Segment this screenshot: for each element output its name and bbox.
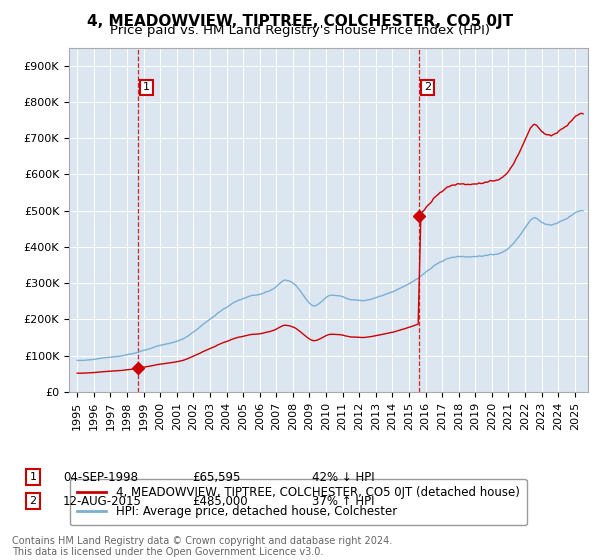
- Text: 12-AUG-2015: 12-AUG-2015: [63, 494, 142, 508]
- Text: £485,000: £485,000: [192, 494, 248, 508]
- Text: £65,595: £65,595: [192, 470, 241, 484]
- Text: 42% ↓ HPI: 42% ↓ HPI: [312, 470, 374, 484]
- Text: Contains HM Land Registry data © Crown copyright and database right 2024.
This d: Contains HM Land Registry data © Crown c…: [12, 535, 392, 557]
- Text: 4, MEADOWVIEW, TIPTREE, COLCHESTER, CO5 0JT: 4, MEADOWVIEW, TIPTREE, COLCHESTER, CO5 …: [87, 14, 513, 29]
- Text: 2: 2: [29, 496, 37, 506]
- Text: Price paid vs. HM Land Registry's House Price Index (HPI): Price paid vs. HM Land Registry's House …: [110, 24, 490, 37]
- Text: 04-SEP-1998: 04-SEP-1998: [63, 470, 138, 484]
- Legend: 4, MEADOWVIEW, TIPTREE, COLCHESTER, CO5 0JT (detached house), HPI: Average price: 4, MEADOWVIEW, TIPTREE, COLCHESTER, CO5 …: [70, 479, 527, 525]
- Text: 37% ↑ HPI: 37% ↑ HPI: [312, 494, 374, 508]
- Text: 1: 1: [29, 472, 37, 482]
- Text: 2: 2: [424, 82, 431, 92]
- Text: 1: 1: [143, 82, 150, 92]
